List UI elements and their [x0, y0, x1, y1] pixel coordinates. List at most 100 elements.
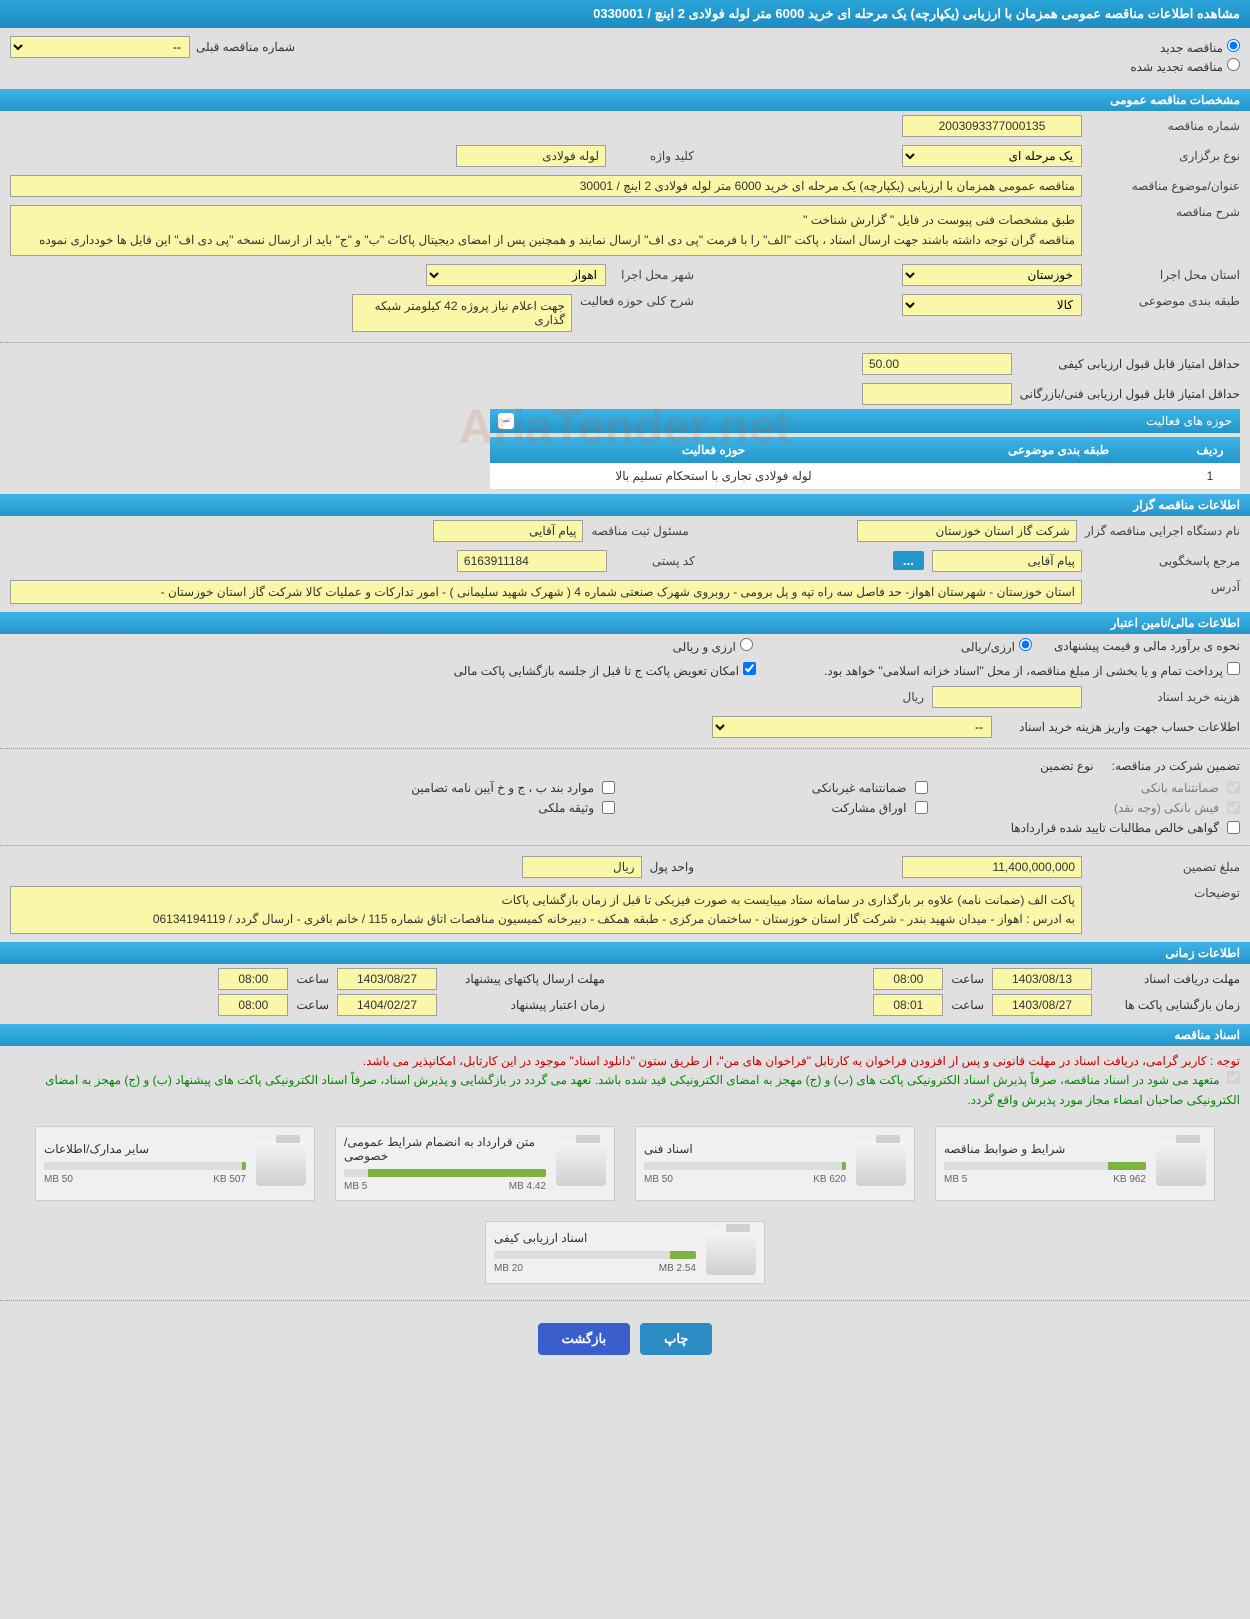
category-select[interactable]: کالا — [902, 294, 1082, 316]
currency-radio[interactable] — [740, 638, 753, 651]
guarantee-type-label: نوع تضمین — [1040, 759, 1093, 773]
rial-radio[interactable] — [1019, 638, 1032, 651]
registrar-field: پیام آقایی — [433, 520, 583, 542]
file-card[interactable]: اسناد ارزیابی کیفی 2.54 MB20 MB — [485, 1221, 765, 1284]
activities-title: حوزه های فعالیت — [1146, 414, 1232, 428]
contact-label: مرجع پاسخگویی — [1090, 554, 1240, 568]
min-quality-label: حداقل امتیاز قابل قبول ارزیابی کیفی — [1020, 357, 1240, 371]
renewed-tender-radio-label[interactable]: مناقصه تجدید شده — [1130, 58, 1240, 74]
province-label: استان محل اجرا — [1090, 268, 1240, 282]
scope-desc-field: جهت اعلام نیاز پروژه 42 کیلومتر شبکه گذا… — [352, 294, 572, 332]
collapse-icon[interactable]: − — [498, 413, 514, 429]
swap-cb-label[interactable]: امکان تعویض پاکت ج تا قبل از جلسه بازگشا… — [454, 662, 756, 678]
file-used: 4.42 MB — [509, 1181, 546, 1192]
progress-bar — [494, 1251, 696, 1259]
currency-radio-label[interactable]: ارزی و ریالی — [673, 638, 753, 654]
desc-label: شرح مناقصه — [1090, 205, 1240, 219]
cb-bank-guarantee — [1227, 781, 1240, 794]
guarantee-label: تضمین شرکت در مناقصه: — [1112, 759, 1240, 773]
postal-field: 6163911184 — [457, 550, 607, 572]
file-total: 50 MB — [44, 1174, 73, 1185]
tender-no-label: شماره مناقصه — [1090, 119, 1240, 133]
cb-nonbank-guarantee-label[interactable]: ضمانتنامه غیربانکی — [635, 781, 928, 795]
validity-date: 1404/02/27 — [337, 994, 437, 1016]
file-used: 2.54 MB — [659, 1263, 696, 1274]
payment-checkbox[interactable] — [1227, 662, 1240, 675]
city-select[interactable]: اهواز — [426, 264, 606, 286]
hour-label-3: ساعت — [951, 998, 984, 1012]
doc-receive-date: 1403/08/13 — [992, 968, 1092, 990]
timing-section-header: اطلاعات زمانی — [0, 942, 1250, 964]
file-title: اسناد ارزیابی کیفی — [494, 1231, 696, 1245]
bid-send-date: 1403/08/27 — [337, 968, 437, 990]
amount-field: 11,400,000,000 — [902, 856, 1082, 878]
folder-icon — [856, 1141, 906, 1186]
contact-lookup-button[interactable]: ... — [893, 551, 924, 570]
type-select[interactable]: یک مرحله ای — [902, 145, 1082, 167]
subject-label: عنوان/موضوع مناقصه — [1090, 179, 1240, 193]
hour-label-4: ساعت — [296, 998, 329, 1012]
payment-cb-label[interactable]: پرداخت تمام و یا بخشی از مبلغ مناقصه، از… — [824, 662, 1240, 678]
cb-bank-receipt — [1227, 801, 1240, 814]
cb-bank-guarantee-label: ضمانتنامه بانکی — [948, 781, 1241, 795]
print-button[interactable]: چاپ — [640, 1323, 712, 1355]
account-select[interactable]: -- — [712, 716, 992, 738]
type-label: نوع برگزاری — [1090, 149, 1240, 163]
file-card[interactable]: سایر مدارک/اطلاعات 507 KB50 MB — [35, 1126, 315, 1201]
financial-section-header: اطلاعات مالی/تامین اعتبار — [0, 612, 1250, 634]
hour-label-2: ساعت — [296, 972, 329, 986]
renewed-tender-radio[interactable] — [1227, 58, 1240, 71]
progress-bar — [944, 1162, 1146, 1170]
swap-checkbox[interactable] — [743, 662, 756, 675]
file-title: سایر مدارک/اطلاعات — [44, 1142, 246, 1156]
province-select[interactable]: خوزستان — [902, 264, 1082, 286]
cb-bonds-label[interactable]: موارد بند ب ، ج و خ آیین نامه تضامین — [323, 781, 616, 795]
tender-no-field: 2003093377000135 — [902, 115, 1082, 137]
notes-label: توضیحات — [1090, 886, 1240, 900]
cb-contracts[interactable] — [1227, 821, 1240, 834]
amount-label: مبلغ تضمین — [1090, 860, 1240, 874]
file-card[interactable]: شرایط و ضوابط مناقصه 962 KB5 MB — [935, 1126, 1215, 1201]
activities-table: ردیف طبقه بندی موضوعی حوزه فعالیت 1لوله … — [490, 437, 1240, 490]
new-tender-radio-label[interactable]: مناقصه جدید — [1130, 39, 1240, 55]
keyword-label: کلید واژه — [614, 149, 694, 163]
file-total: 5 MB — [944, 1174, 967, 1185]
open-label: زمان بازگشایی پاکت ها — [1100, 998, 1240, 1012]
file-used: 962 KB — [1113, 1174, 1146, 1185]
keyword-field: لوله فولادی — [456, 145, 606, 167]
min-tech-label: حداقل امتیاز قابل قبول ارزیابی فنی/بازرگ… — [1020, 387, 1240, 401]
cb-property[interactable] — [602, 801, 615, 814]
validity-label: زمان اعتبار پیشنهاد — [445, 998, 605, 1012]
col-row: ردیف — [1180, 437, 1240, 463]
org-label: نام دستگاه اجرایی مناقصه گزار — [1085, 524, 1240, 538]
progress-bar — [344, 1169, 546, 1177]
unit-field: ریال — [522, 856, 642, 878]
cb-contracts-label[interactable]: گواهی خالص مطالبات تایید شده قراردادها — [948, 821, 1241, 835]
doc-cost-unit: ریال — [902, 690, 924, 704]
renewed-tender-text: مناقصه تجدید شده — [1130, 60, 1223, 74]
docs-notice-red: توجه : کاربر گرامی، دریافت اسناد در مهلت… — [10, 1052, 1240, 1071]
table-row: 1لوله فولادی تجاری با استحکام تسلیم بالا — [490, 463, 1240, 490]
folder-icon — [706, 1230, 756, 1275]
back-button[interactable]: بازگشت — [538, 1323, 630, 1355]
doc-cost-field — [932, 686, 1082, 708]
org-field: شرکت گاز استان خوزستان — [857, 520, 1077, 542]
new-tender-radio[interactable] — [1227, 39, 1240, 52]
validity-time: 08:00 — [218, 994, 288, 1016]
min-tech-field — [862, 383, 1012, 405]
city-label: شهر محل اجرا — [614, 268, 694, 282]
rial-radio-label[interactable]: ارزی/ریالی — [961, 638, 1032, 654]
folder-icon — [1156, 1141, 1206, 1186]
prev-tender-select[interactable]: -- — [10, 36, 190, 58]
file-card[interactable]: اسناد فنی 620 KB50 MB — [635, 1126, 915, 1201]
address-field: استان خوزستان - شهرستان اهواز- حد فاصل س… — [10, 580, 1082, 604]
cb-nonbank-guarantee[interactable] — [915, 781, 928, 794]
min-quality-field: 50.00 — [862, 353, 1012, 375]
file-total: 5 MB — [344, 1181, 367, 1192]
cb-bonds[interactable] — [602, 781, 615, 794]
cb-property-label[interactable]: وثیقه ملکی — [323, 801, 616, 815]
cb-securities[interactable] — [915, 801, 928, 814]
file-card[interactable]: متن قرارداد به انضمام شرایط عمومی/خصوصی … — [335, 1126, 615, 1201]
commit-checkbox — [1227, 1071, 1240, 1084]
cb-securities-label[interactable]: اوراق مشارکت — [635, 801, 928, 815]
